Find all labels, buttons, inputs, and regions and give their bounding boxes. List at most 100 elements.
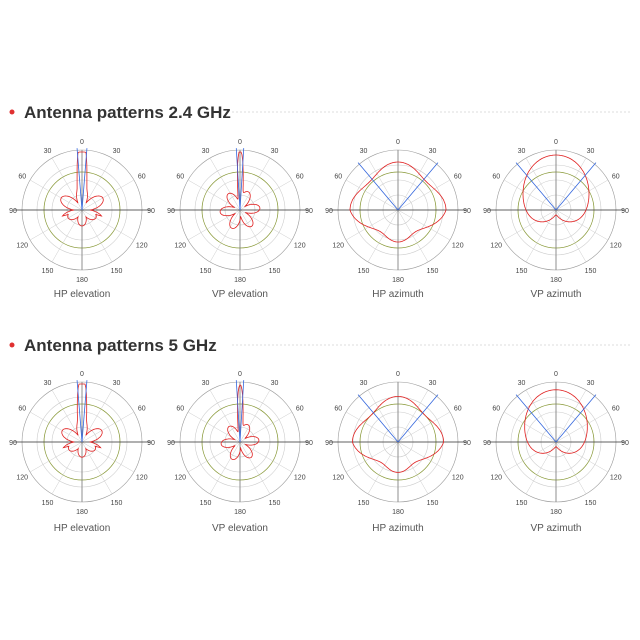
angle-label: 30: [587, 148, 595, 155]
spoke: [209, 389, 241, 443]
plot-label: VP elevation: [212, 523, 268, 534]
angle-label: 180: [234, 277, 246, 284]
angle-label: 120: [610, 243, 622, 250]
angle-label: 30: [587, 380, 595, 387]
spoke: [397, 411, 451, 443]
angle-label: 150: [269, 268, 281, 275]
spoke: [367, 389, 399, 443]
spoke: [209, 441, 241, 495]
pattern-curve: [219, 151, 261, 229]
angle-label: 0: [80, 139, 84, 146]
angle-label: 150: [200, 268, 212, 275]
angle-label: 120: [610, 475, 622, 482]
angle-label: 90: [325, 208, 333, 215]
angle-label: 120: [294, 243, 306, 250]
spoke: [367, 209, 399, 263]
angle-label: 180: [392, 277, 404, 284]
spoke: [397, 389, 429, 443]
spoke: [29, 179, 83, 211]
spoke: [555, 389, 587, 443]
spoke: [503, 209, 557, 241]
angle-label: 60: [296, 406, 304, 413]
spoke: [345, 441, 399, 473]
spoke: [81, 441, 113, 495]
angle-label: 30: [113, 148, 121, 155]
spoke: [239, 157, 271, 211]
spoke: [209, 209, 241, 263]
plot-label: HP elevation: [54, 523, 111, 534]
spoke: [525, 389, 557, 443]
angle-label: 60: [334, 406, 342, 413]
beam-marker: [235, 148, 241, 211]
angle-label: 90: [621, 440, 629, 447]
angle-label: 30: [429, 148, 437, 155]
spoke: [525, 157, 557, 211]
plot-label: HP azimuth: [372, 289, 424, 300]
spoke: [503, 411, 557, 443]
spoke: [345, 411, 399, 443]
plot-label: VP elevation: [212, 289, 268, 300]
angle-label: 90: [167, 440, 175, 447]
angle-label: 180: [234, 509, 246, 516]
section-title: Antenna patterns 5 GHz: [24, 336, 217, 355]
angle-label: 30: [202, 380, 210, 387]
pattern-curve: [522, 154, 590, 223]
plot-label: VP azimuth: [531, 523, 582, 534]
angle-label: 150: [111, 268, 123, 275]
angle-label: 90: [621, 208, 629, 215]
angle-label: 60: [334, 174, 342, 181]
angle-label: 30: [202, 148, 210, 155]
spoke: [81, 179, 135, 211]
beam-marker: [397, 394, 439, 443]
pattern-curve: [61, 383, 103, 458]
angle-label: 150: [111, 500, 123, 507]
angle-label: 60: [492, 174, 500, 181]
spoke: [239, 389, 271, 443]
angle-label: 60: [612, 174, 620, 181]
plot-label: HP azimuth: [372, 523, 424, 534]
polar-plot: 0 30 30 60 60 90 90 120 120 150 150 180: [325, 139, 471, 284]
angle-label: 30: [360, 148, 368, 155]
spoke: [345, 209, 399, 241]
angle-label: 120: [452, 475, 464, 482]
spoke: [555, 411, 609, 443]
angle-label: 30: [44, 380, 52, 387]
beam-marker: [357, 162, 399, 211]
spoke: [367, 157, 399, 211]
angle-label: 180: [550, 277, 562, 284]
angle-label: 150: [516, 500, 528, 507]
bullet: [9, 109, 15, 115]
spoke: [51, 389, 83, 443]
angle-label: 120: [16, 243, 28, 250]
angle-label: 180: [392, 509, 404, 516]
angle-label: 30: [518, 380, 526, 387]
angle-label: 120: [332, 243, 344, 250]
spoke: [555, 441, 609, 473]
angle-label: 120: [174, 243, 186, 250]
angle-label: 150: [200, 500, 212, 507]
spoke: [29, 411, 83, 443]
section-title: Antenna patterns 2.4 GHz: [24, 103, 231, 122]
angle-label: 60: [296, 174, 304, 181]
angle-label: 150: [585, 268, 597, 275]
angle-label: 180: [76, 277, 88, 284]
pattern-curve: [220, 384, 260, 461]
angle-label: 90: [325, 440, 333, 447]
spoke: [555, 179, 609, 211]
angle-label: 150: [358, 268, 370, 275]
spoke: [81, 209, 135, 241]
spoke: [555, 209, 609, 241]
angle-label: 60: [138, 174, 146, 181]
angle-label: 120: [490, 243, 502, 250]
angle-label: 0: [238, 139, 242, 146]
angle-label: 0: [238, 371, 242, 378]
beam-marker: [76, 380, 83, 443]
beam-marker: [239, 380, 245, 443]
pattern-curve: [60, 151, 104, 227]
spoke: [29, 209, 83, 241]
angle-label: 150: [427, 268, 439, 275]
plot-label: VP azimuth: [531, 289, 582, 300]
angle-label: 90: [9, 208, 17, 215]
angle-label: 60: [176, 174, 184, 181]
